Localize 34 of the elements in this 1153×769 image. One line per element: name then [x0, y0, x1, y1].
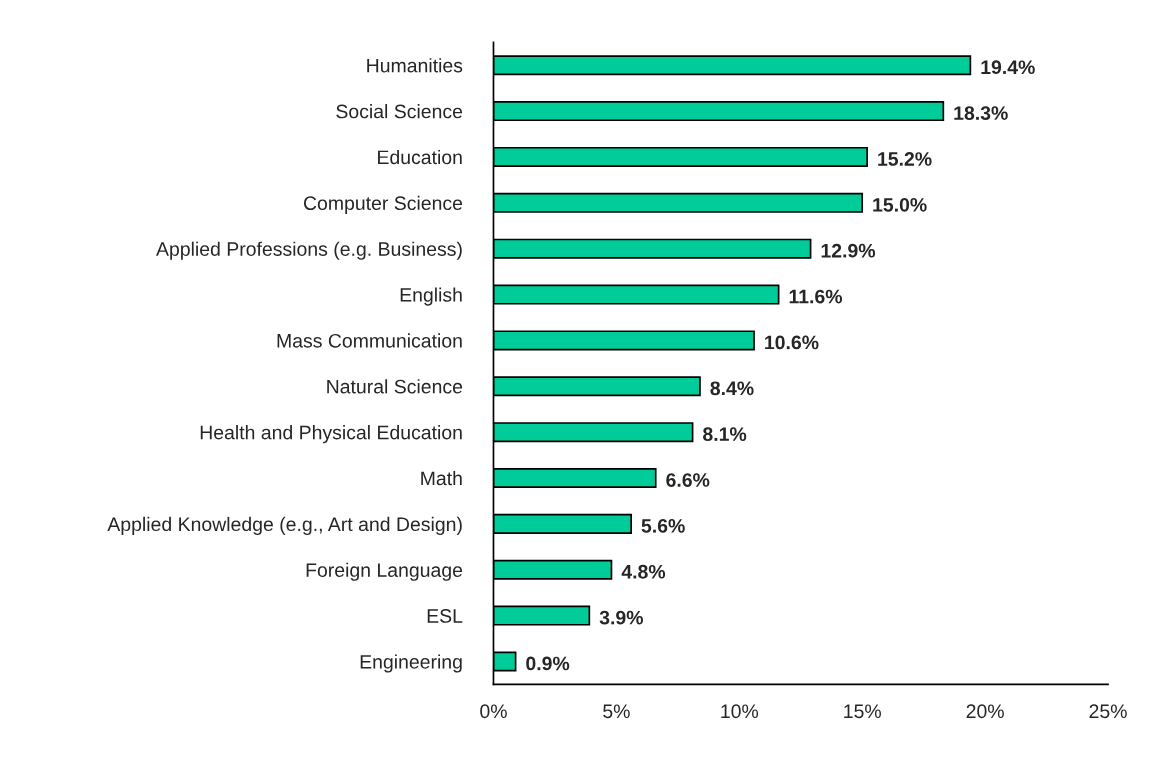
x-tick-label: 10%: [721, 704, 759, 719]
data-label: 18.3%: [954, 106, 1008, 121]
y-tick-label: Social Science: [336, 104, 463, 119]
data-label: 0.9%: [526, 656, 570, 671]
data-label: 3.9%: [599, 610, 643, 625]
x-tick-label: 20%: [966, 704, 1004, 719]
x-tick-label: 5%: [603, 704, 630, 719]
y-tick-label: Health and Physical Education: [200, 425, 462, 444]
data-label: 8.4%: [710, 381, 754, 396]
data-label: 6.6%: [666, 473, 710, 487]
y-tick-label: Math: [421, 470, 462, 486]
data-label: 15.2%: [878, 152, 932, 166]
y-tick-label: Foreign Language: [306, 562, 463, 581]
data-label: 10.6%: [765, 335, 819, 350]
y-tick-label: Applied Knowledge (e.g., Art and Design): [107, 516, 462, 535]
data-label: 11.6%: [789, 289, 843, 304]
data-label: 8.1%: [703, 427, 747, 442]
data-label: 12.9%: [821, 243, 876, 258]
data-label: 19.4%: [981, 60, 1035, 75]
data-label: 4.8%: [621, 564, 666, 579]
y-tick-label: Natural Science: [327, 379, 463, 394]
data-label: 15.0%: [873, 197, 927, 212]
data-label: 5.6%: [641, 519, 685, 533]
y-tick-label: Mass Communication: [277, 333, 462, 348]
y-tick-label: Humanities: [367, 58, 463, 73]
y-tick-label: Engineering: [360, 654, 462, 673]
y-tick-label: Applied Professions (e.g. Business): [156, 241, 462, 260]
y-tick-label: English: [400, 287, 462, 306]
x-tick-label: 25%: [1089, 704, 1127, 719]
x-tick-label: 0%: [480, 704, 507, 719]
y-tick-label: ESL: [427, 609, 463, 623]
y-tick-label: Computer Science: [303, 195, 463, 214]
x-tick-label: 15%: [844, 704, 881, 719]
y-tick-label: Education: [378, 149, 462, 165]
